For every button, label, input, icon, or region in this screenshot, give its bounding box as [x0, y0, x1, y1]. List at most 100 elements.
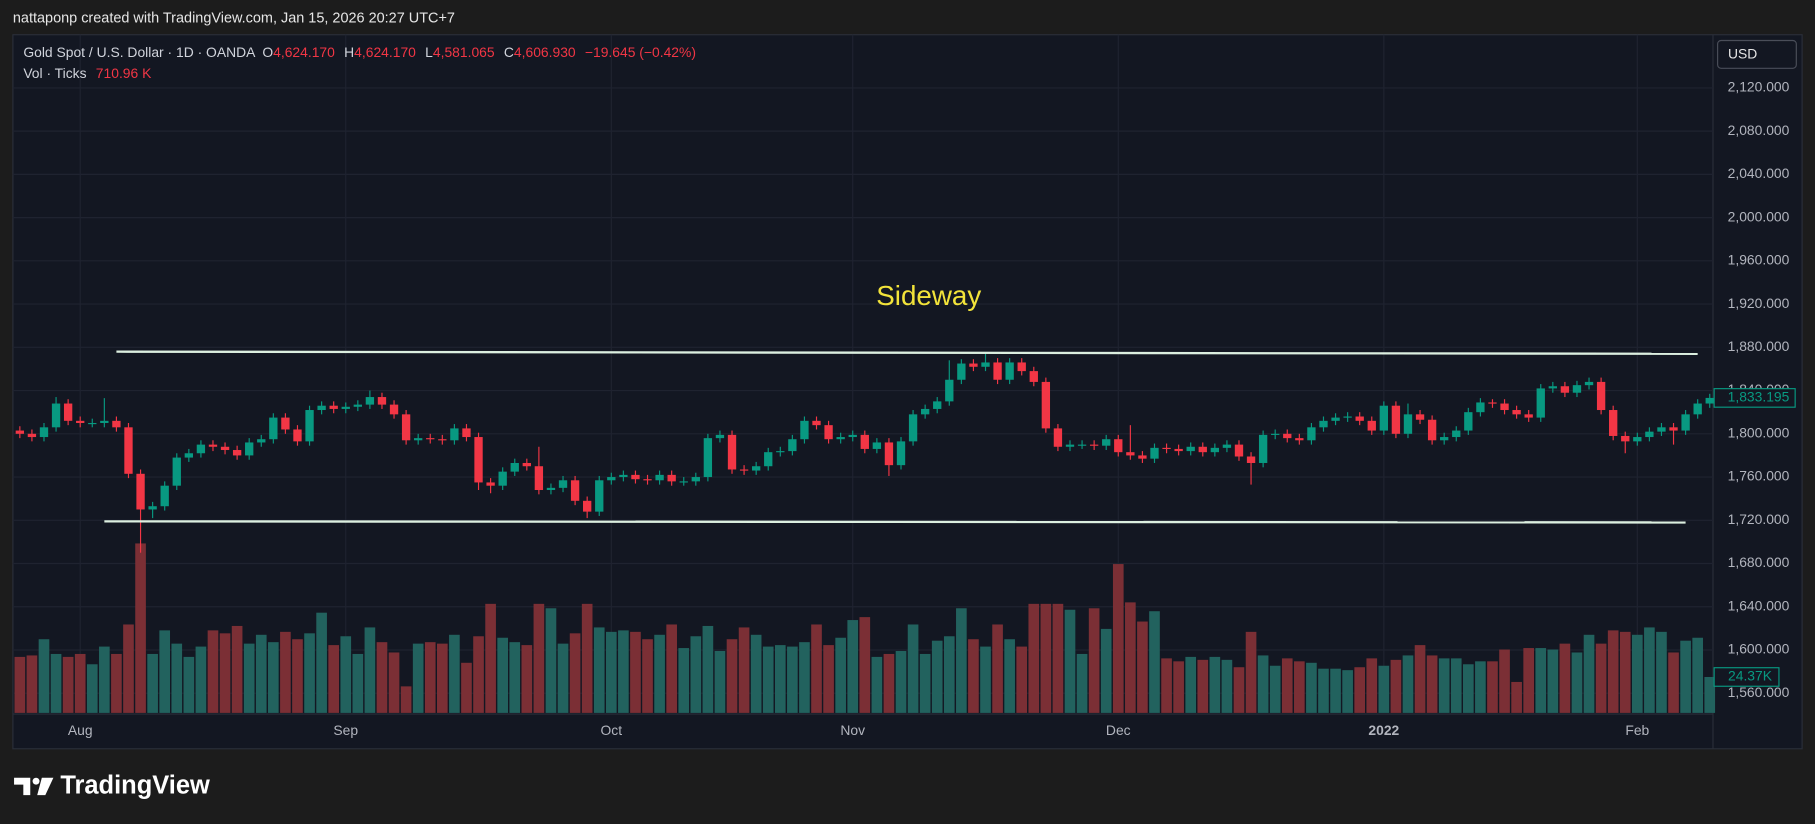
volume-bar [1064, 609, 1076, 713]
candle-body [269, 417, 278, 440]
volume-bar [1016, 646, 1028, 713]
candle-body [414, 438, 423, 441]
volume-bar [388, 652, 400, 713]
volume-bar [1330, 668, 1341, 713]
logo: TradingView [14, 772, 210, 800]
candle-body [1500, 403, 1509, 411]
volume-bar [968, 639, 979, 713]
x-tick-label: Oct [601, 722, 623, 738]
candle-body [1174, 448, 1183, 452]
volume-bar [569, 633, 581, 713]
volume-bar [1595, 643, 1607, 713]
candle-body [232, 450, 242, 456]
volume-bar [268, 642, 279, 713]
candle-body [1488, 402, 1497, 404]
volume-bar [871, 656, 883, 713]
volume-bar [1583, 634, 1595, 713]
y-tick-label: 1,720.000 [1728, 511, 1790, 527]
volume-bar [195, 646, 207, 713]
candle-body [1222, 444, 1232, 448]
candle-body [1029, 371, 1038, 382]
candle-body [462, 428, 471, 438]
logo-dot [32, 777, 40, 785]
volume-bar [135, 543, 146, 713]
volume-bar [1644, 627, 1655, 713]
candle-body [51, 403, 61, 428]
y-tick-label: 1,920.000 [1728, 295, 1790, 311]
volume-bar [1402, 655, 1414, 713]
candle-body [546, 487, 556, 491]
candle-body [510, 462, 519, 472]
candle-body [655, 474, 664, 481]
volume-bar [907, 624, 919, 713]
volume-bar [1463, 664, 1474, 713]
volume-bar [1631, 634, 1643, 713]
volume-bar [787, 646, 798, 713]
y-tick-label: 1,760.000 [1728, 468, 1790, 484]
candle-body [1464, 412, 1473, 431]
volume-bar [1245, 631, 1257, 713]
candle-body [1150, 447, 1159, 459]
volume-bar [823, 645, 834, 713]
volume-bar [1354, 667, 1366, 713]
candle-body [957, 363, 966, 380]
volume-bar [678, 648, 690, 713]
volume-bar [1100, 628, 1112, 713]
candle-body [148, 506, 157, 510]
candle-body [1331, 417, 1340, 421]
candle-body [1077, 444, 1087, 446]
candle-body [1198, 446, 1207, 453]
candle-body [1186, 446, 1195, 452]
candle-body [727, 434, 737, 470]
h-key: H [344, 44, 354, 60]
c-key: C [504, 44, 514, 60]
y-tick-label: 2,040.000 [1728, 165, 1790, 181]
volume-bar [400, 686, 412, 713]
candle-body [583, 500, 592, 512]
volume-bar [62, 656, 74, 713]
currency[interactable]: USD [1728, 46, 1757, 62]
y-tick-label: 1,560.000 [1728, 684, 1790, 700]
volume-bar [1257, 655, 1269, 713]
volume-bar [74, 653, 86, 713]
currency-button[interactable] [1717, 39, 1797, 69]
trend-line [116, 350, 1698, 355]
x-tick-label: Feb [1625, 722, 1649, 738]
volume-bar [436, 643, 448, 713]
candle-body [1705, 397, 1714, 404]
volume-value: 710.96 K [96, 65, 152, 81]
candle-body [836, 437, 845, 440]
candle-body [220, 446, 230, 451]
volume-bar [1366, 658, 1378, 713]
volume-bar [992, 624, 1003, 713]
candle-body [920, 408, 930, 415]
candle-body [764, 452, 773, 467]
candle-body [739, 469, 749, 471]
candle-body [486, 482, 495, 486]
volume-bar [1173, 661, 1184, 713]
candle-body [933, 401, 942, 409]
volume-bar [690, 636, 702, 713]
volume-bar [38, 639, 50, 713]
y-tick-label: 1,640.000 [1728, 597, 1790, 613]
chart-frame [12, 34, 1803, 750]
volume-bar [593, 627, 605, 713]
volume-bar [1499, 649, 1510, 713]
volume-bar [714, 651, 726, 713]
volume-bar [1052, 603, 1064, 713]
volume-bar [666, 624, 677, 713]
volume-bar [919, 653, 931, 713]
volume-bar [1535, 648, 1547, 713]
candle-body [1379, 405, 1389, 431]
volume-bar [1692, 637, 1703, 713]
logo-mark [14, 777, 31, 796]
marks: Sideway 1,833.195 24.37K [14, 280, 1796, 713]
candle-body [776, 451, 785, 453]
candle-body [824, 425, 833, 440]
volume-bar [1450, 658, 1462, 713]
y-tick-label: 1,960.000 [1728, 252, 1790, 268]
volume-bar [774, 645, 786, 713]
candle-body [88, 422, 97, 425]
x-tick-label: 2022 [1368, 722, 1399, 738]
volume-bar [1088, 608, 1100, 713]
